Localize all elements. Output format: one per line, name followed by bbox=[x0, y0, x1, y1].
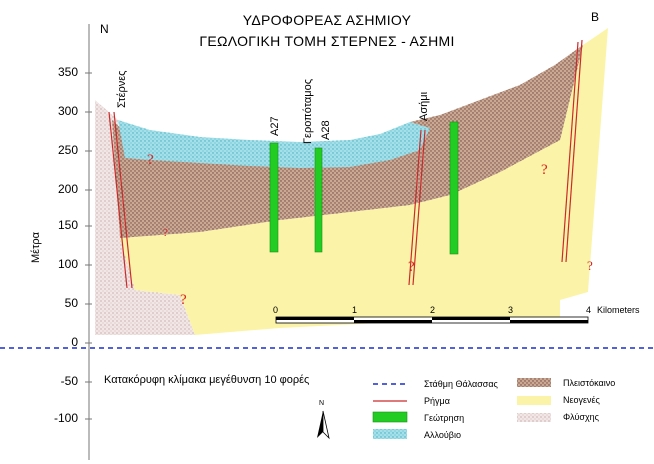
y-tick-label: 150 bbox=[57, 218, 78, 232]
place-label-geropotamos: Γεροπόταμος bbox=[302, 78, 314, 144]
unknown-marker: ? bbox=[147, 152, 154, 168]
y-tick-label: 50 bbox=[64, 296, 78, 310]
legend-flysch-symbol bbox=[517, 413, 551, 422]
well-label-a28: Α28 bbox=[320, 120, 332, 140]
fault-line bbox=[565, 39, 583, 263]
y-axis-tick-marks bbox=[85, 72, 92, 420]
legend-alluvium-symbol bbox=[373, 429, 407, 439]
unknown-marker: ? bbox=[541, 162, 548, 178]
well-a28 bbox=[314, 147, 323, 253]
fault-line bbox=[412, 129, 426, 286]
legend-label-sea-level: Στάθμη Θάλασσας bbox=[424, 379, 498, 389]
y-tick-label: 100 bbox=[57, 257, 78, 271]
legend-neogene-symbol bbox=[517, 396, 551, 405]
north-arrow-icon bbox=[317, 410, 330, 440]
section-title-line1: ΥΔΡΟΦΟΡΕΑΣ ΑΣΗΜΙΟΥ bbox=[242, 12, 412, 28]
fault-line bbox=[108, 111, 128, 289]
scale-unit-label: Kilometers bbox=[597, 305, 640, 315]
east-end-label: B bbox=[591, 10, 600, 24]
place-label-asimi: Ασήμι bbox=[418, 91, 430, 121]
place-label-sternes: Στέρνες bbox=[116, 70, 128, 109]
well-label-a27: Α27 bbox=[269, 116, 281, 136]
scale-bar bbox=[275, 316, 589, 324]
scale-tick-label: 0 bbox=[273, 305, 279, 315]
fault-line bbox=[561, 41, 579, 263]
y-tick-label: -50 bbox=[60, 374, 78, 388]
fault-line bbox=[408, 129, 422, 286]
unknown-marker: ? bbox=[587, 258, 593, 273]
legend-label-flysch: Φλύσχης bbox=[563, 412, 600, 422]
legend-symbols bbox=[372, 378, 551, 439]
scale-tick-label: 4 bbox=[586, 305, 592, 315]
neogene-layer bbox=[120, 28, 608, 335]
legend-pleistocene-symbol bbox=[517, 378, 551, 387]
y-tick-label: 250 bbox=[57, 143, 78, 157]
y-tick-label: 200 bbox=[57, 182, 78, 196]
pleistocene-layer bbox=[112, 45, 583, 238]
scale-tick-label: 3 bbox=[508, 305, 514, 315]
well-a27 bbox=[269, 142, 279, 253]
y-tick-label: -100 bbox=[53, 411, 78, 425]
unknown-marker: ? bbox=[180, 292, 187, 308]
fault-line bbox=[113, 111, 133, 289]
unknown-marker: ? bbox=[163, 227, 168, 239]
scale-tick-label: 2 bbox=[430, 305, 436, 315]
north-arrow-label: N bbox=[319, 400, 325, 407]
legend-label-alluvium: Αλλούβιο bbox=[424, 430, 461, 440]
legend-label-neogene: Νεογενές bbox=[563, 395, 600, 405]
legend-label-fault: Ρήγμα bbox=[424, 396, 450, 406]
faults bbox=[108, 39, 583, 289]
y-tick-label: 350 bbox=[57, 65, 78, 79]
scale-tick-label: 1 bbox=[352, 305, 358, 315]
y-tick-label: 0 bbox=[71, 335, 78, 349]
well-asimi bbox=[449, 121, 459, 255]
west-end-label: N bbox=[100, 22, 109, 36]
vertical-exaggeration-note: Κατακόρυφη κλίμακα μεγέθυνση 10 φορές bbox=[104, 374, 310, 386]
section-title-line2: ΓΕΩΛΟΓΙΚΗ ΤΟΜΗ ΣΤΕΡΝΕΣ - ΑΣΗΜΙ bbox=[199, 33, 455, 49]
legend-well-symbol bbox=[372, 411, 408, 423]
unknown-marker: ? bbox=[408, 259, 415, 275]
legend-label-pleistocene: Πλειστόκαινο bbox=[563, 378, 616, 388]
legend-label-well: Γεώτρηση bbox=[424, 413, 465, 423]
y-tick-label: 300 bbox=[57, 104, 78, 118]
